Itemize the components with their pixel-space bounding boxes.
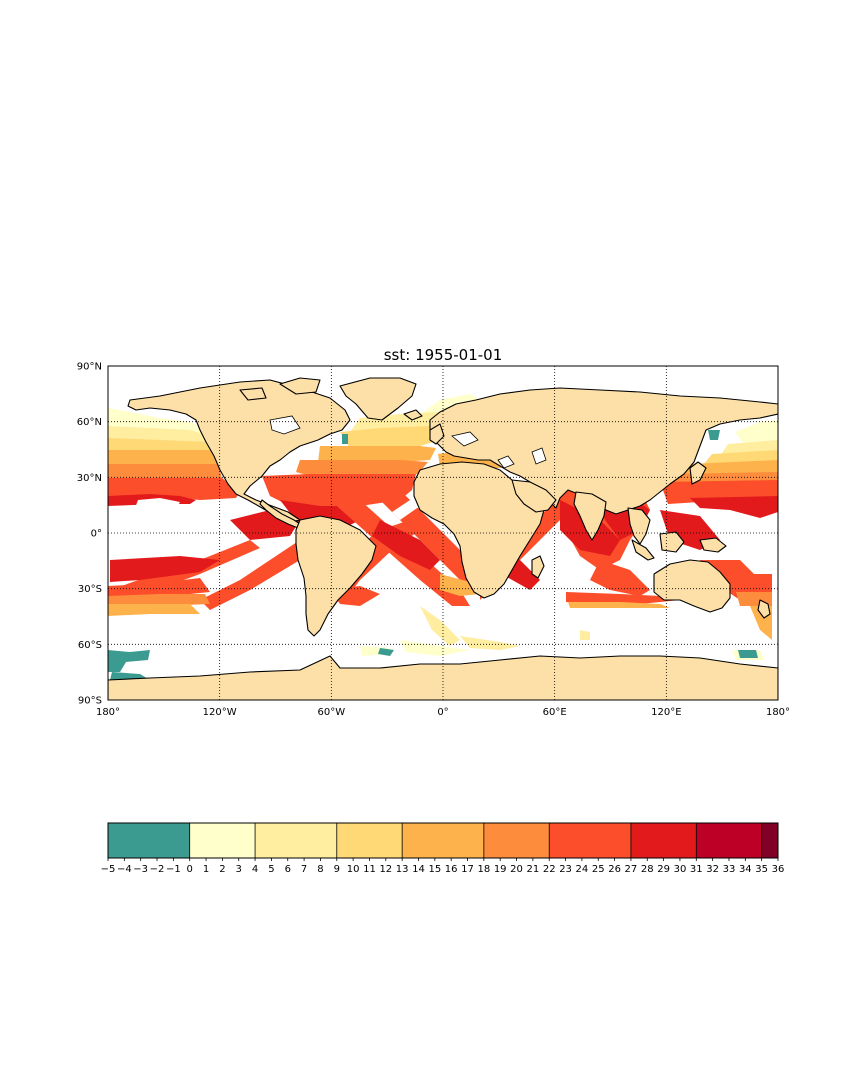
japan: [689, 461, 707, 485]
eurasia: [429, 387, 778, 515]
sumatra: [631, 539, 655, 561]
hudson-islands: [239, 387, 267, 401]
colorbar-tick-label: 26: [608, 864, 621, 875]
gridlines: [108, 366, 778, 700]
colorbar-bin: [696, 823, 762, 858]
new-zealand: [757, 599, 771, 619]
colorbar-tick-label: 1: [203, 864, 209, 875]
sst-sea-ice: [108, 430, 758, 682]
colorbar-tick-label: 18: [477, 864, 490, 875]
colorbar-tick-label: 14: [412, 864, 425, 875]
colorbar-bins: [108, 823, 778, 858]
lon-tick-label: 120°E: [651, 707, 681, 718]
lat-tick-label: 60°S: [78, 640, 102, 651]
colorbar-bin: [761, 823, 778, 858]
indochina: [627, 507, 651, 545]
colorbar-tick-label: 2: [219, 864, 225, 875]
colorbar-tick-label: 36: [772, 864, 785, 875]
madagascar: [531, 555, 545, 579]
colorbar-tick-label: 4: [252, 864, 258, 875]
colorbar-tick-label: 0: [187, 864, 193, 875]
iceland: [403, 409, 423, 421]
colorbar-tick-label: 34: [739, 864, 752, 875]
india: [573, 491, 607, 541]
inland-water: [269, 415, 547, 469]
colorbar-tick-label: −3: [133, 864, 148, 875]
uk: [429, 423, 445, 445]
colorbar-tick-label: 23: [559, 864, 572, 875]
colorbar-tick-label: 35: [755, 864, 768, 875]
colorbar-bin: [336, 823, 403, 858]
colorbar-tick-label: 3: [236, 864, 242, 875]
colorbar-tick-label: 17: [461, 864, 474, 875]
lon-tick-label: 120°W: [203, 707, 237, 718]
africa: [413, 461, 545, 599]
lon-tick-label: 180°: [766, 707, 790, 718]
colorbar: −5 −4 −3 −2 −1 0 1 2 3 4 5 6 7 8 9 10 11 12 13 14 15 16 17 18 19…: [101, 822, 785, 875]
lon-tick-label: 60°W: [318, 707, 346, 718]
colorbar-tick-label: 5: [268, 864, 274, 875]
latitude-labels: 90°N 60°N 30°N 0° 30°S 60°S 90°S: [77, 362, 102, 707]
colorbar-tick-label: −4: [117, 864, 132, 875]
colorbar-tick-label: 8: [317, 864, 323, 875]
arabia: [511, 479, 557, 513]
lat-tick-label: 90°N: [77, 362, 102, 373]
lon-tick-label: 0°: [437, 707, 448, 718]
colorbar-tick-labels: −5 −4 −3 −2 −1 0 1 2 3 4 5 6 7 8 9 10 11 12 13 14 15 16 17 18 19…: [101, 858, 785, 875]
lat-tick-label: 60°N: [77, 417, 102, 428]
map-panel: 90°N 60°N 30°N 0° 30°S 60°S 90°S 180° 120°W 60°W…: [77, 362, 790, 719]
colorbar-bin: [402, 823, 484, 858]
colorbar-tick-label: 32: [706, 864, 719, 875]
colorbar-tick-label: 12: [379, 864, 392, 875]
colorbar-tick-label: −2: [150, 864, 165, 875]
colorbar-tick-label: 31: [690, 864, 703, 875]
colorbar-tick-label: 28: [641, 864, 654, 875]
colorbar-tick-label: 16: [445, 864, 458, 875]
colorbar-bin: [630, 823, 697, 858]
colorbar-tick-label: 10: [347, 864, 360, 875]
colorbar-tick-label: 19: [494, 864, 507, 875]
map-frame: [107, 365, 779, 701]
south-america: [295, 515, 377, 637]
colorbar-tick-label: 33: [723, 864, 736, 875]
colorbar-tick-label: 20: [510, 864, 523, 875]
colorbar-tick-label: −5: [101, 864, 116, 875]
longitude-labels: 180° 120°W 60°W 0° 60°E 120°E 180°: [96, 707, 790, 718]
colorbar-bin: [549, 823, 631, 858]
colorbar-tick-label: 22: [543, 864, 556, 875]
lat-tick-label: 0°: [91, 529, 102, 540]
colorbar-frame: [107, 822, 779, 859]
colorbar-tick-label: 11: [363, 864, 376, 875]
lat-tick-label: 90°S: [78, 696, 102, 707]
colorbar-tick-label: 9: [334, 864, 340, 875]
arctic-islands: [279, 377, 321, 395]
colorbar-tick-label: 7: [301, 864, 307, 875]
colorbar-tick-label: 30: [674, 864, 687, 875]
colorbar-tick-label: 6: [285, 864, 291, 875]
lat-tick-label: 30°S: [78, 584, 102, 595]
colorbar-tick-label: 15: [428, 864, 441, 875]
map-title: sst: 1955-01-01: [384, 346, 503, 364]
colorbar-bin: [483, 823, 550, 858]
colorbar-tick-label: 21: [527, 864, 540, 875]
colorbar-tick-label: 25: [592, 864, 605, 875]
colorbar-bin: [108, 823, 190, 858]
lon-tick-label: 60°E: [543, 707, 567, 718]
lat-tick-label: 30°N: [77, 473, 102, 484]
new-guinea: [699, 537, 727, 553]
lon-tick-label: 180°: [96, 707, 120, 718]
colorbar-tick-label: 29: [657, 864, 670, 875]
colorbar-tick-label: −1: [166, 864, 181, 875]
colorbar-tick-label: 24: [576, 864, 589, 875]
colorbar-bin: [255, 823, 337, 858]
greenland: [339, 377, 417, 421]
colorbar-tick-label: 27: [625, 864, 638, 875]
colorbar-bin: [189, 823, 256, 858]
colorbar-tick-label: 13: [396, 864, 409, 875]
